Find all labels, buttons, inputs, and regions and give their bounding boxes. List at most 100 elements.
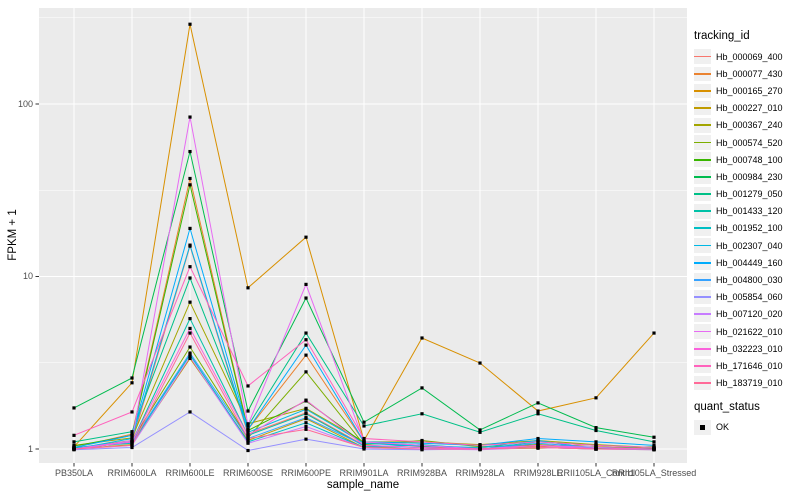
data-point [594,440,598,444]
data-point [420,440,424,444]
data-point [130,376,134,380]
legend-item-label: Hb_004449_160 [716,257,783,268]
data-point [304,338,308,342]
data-point [246,441,250,445]
data-point [304,421,308,425]
x-tick-label: RRIM928BA [396,468,448,478]
legend-item-label: Hb_001433_120 [716,206,783,217]
data-point [130,381,134,385]
legend-key-icon [694,152,711,167]
data-point [246,433,250,437]
legend-entries: Hb_000069_400 Hb_000077_430 Hb_000165_270 H… [694,48,798,392]
data-point [478,430,482,434]
legend-key-icon [694,186,711,202]
data-point [594,447,598,451]
legend-key-icon [694,66,711,82]
legend-item-label: Hb_000367_240 [716,120,783,131]
data-point [478,447,482,451]
legend-key-icon [694,204,711,219]
legend-item-Hb_171646_010: Hb_171646_010 [694,357,798,374]
data-point [594,396,598,400]
data-point [304,424,308,429]
data-point [188,243,192,247]
legend-item-label: Hb_000748_100 [716,154,783,165]
data-point [304,235,308,239]
data-point [246,430,250,434]
data-point [362,445,366,450]
data-point [188,300,192,304]
legend-item-Hb_007120_020: Hb_007120_020 [694,306,798,323]
data-point [188,276,192,280]
data-point [420,386,424,390]
data-point [478,428,482,432]
y-tick-label: 1 [27,443,33,454]
legend-item-label: Hb_000069_400 [716,51,783,62]
data-point [420,412,424,416]
data-point [188,22,192,26]
legend: tracking_id Hb_000069_400 Hb_000077_430 Hb… [694,28,798,436]
data-point [188,353,192,357]
x-tick-label: RRIM600SE [222,468,274,478]
data-point [72,447,76,451]
data-point [594,428,598,433]
legend-item-Hb_000227_010: Hb_000227_010 [694,100,798,117]
data-point [362,420,366,424]
data-point [246,423,250,427]
data-point [304,296,308,300]
legend-item-Hb_000165_270: Hb_000165_270 [694,82,798,99]
data-point [130,440,134,444]
data-point [188,355,192,359]
legend-item-label: Hb_032223_010 [716,343,783,354]
data-point [188,265,192,269]
data-point [246,448,250,453]
x-tick-label: RRIM600LE [165,468,215,478]
panel-background [39,8,687,463]
data-point [72,406,76,410]
legend-item-Hb_000748_100: Hb_000748_100 [694,151,798,168]
x-tick-label: RRIM901LA [339,468,389,478]
x-axis-title: sample_name [326,479,400,491]
legend-item-label: OK [716,422,730,433]
data-point [246,286,250,290]
data-point [536,412,540,416]
data-point [246,409,250,413]
y-tick-label: 10 [22,271,33,281]
data-point [130,445,134,450]
legend-item-label: Hb_004800_030 [716,275,783,286]
data-point [420,336,424,340]
x-tick-label: RRII105LA_Control [556,468,636,478]
legend-item-Hb_002307_040: Hb_002307_040 [694,237,798,254]
data-point [304,437,308,441]
data-point [652,443,656,447]
legend-item-Hb_001952_100: Hb_001952_100 [694,220,798,237]
legend-item-Hb_000077_430: Hb_000077_430 [694,65,798,82]
legend-item-label: Hb_000077_430 [716,68,783,79]
data-point [188,226,192,231]
legend-item-Hb_021622_010: Hb_021622_010 [694,323,798,340]
data-point [188,115,192,119]
data-point [536,401,540,405]
legend-key-icon [694,100,711,116]
data-point [304,331,308,335]
legend-quant-status: quant_status OK [694,399,798,436]
legend-item-label: Hb_005854_060 [716,292,783,303]
legend-item-label: Hb_183719_010 [716,378,783,389]
data-point [652,447,656,451]
data-point [130,443,134,447]
data-point [652,331,656,335]
legend-item-label: Hb_001952_100 [716,223,783,234]
data-point [304,407,308,411]
legend-key-icon [694,272,711,288]
data-point [536,409,540,413]
data-point [652,440,656,444]
data-point [188,351,192,355]
data-point [246,427,250,431]
data-point [594,426,598,430]
legend-key-icon [694,118,711,133]
x-tick-label: RRIM600PE [280,468,332,478]
data-point [72,440,76,444]
legend-key-icon [694,324,711,339]
y-tick-label: 100 [17,98,33,109]
